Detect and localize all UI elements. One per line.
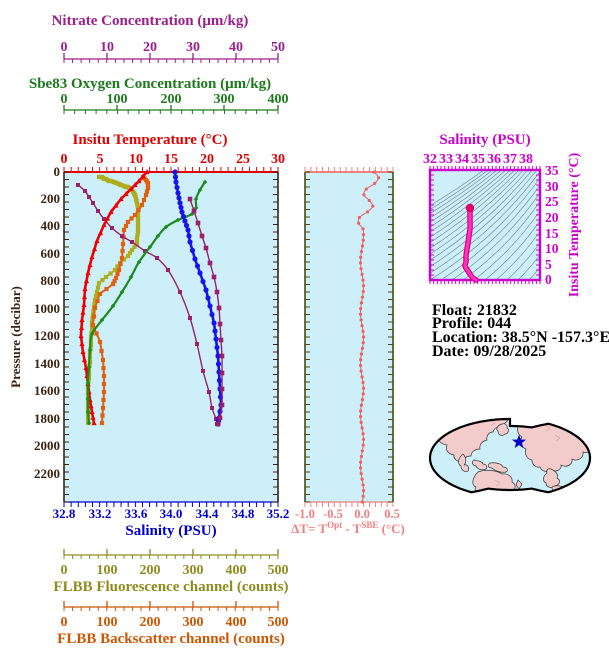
svg-text:Insitu Temperature (°C): Insitu Temperature (°C) <box>567 152 582 297</box>
svg-text:50: 50 <box>271 40 285 55</box>
svg-text:0: 0 <box>61 40 68 55</box>
svg-text:1000: 1000 <box>34 301 60 316</box>
svg-text:300: 300 <box>183 563 204 578</box>
svg-text:400: 400 <box>226 615 247 630</box>
svg-text:10: 10 <box>100 40 114 55</box>
svg-text:35: 35 <box>471 152 485 167</box>
svg-text:37: 37 <box>503 152 517 167</box>
svg-text:Date: 09/28/2025: Date: 09/28/2025 <box>432 343 546 360</box>
svg-text:FLBB Backscatter channel (coun: FLBB Backscatter channel (counts) <box>57 631 285 647</box>
svg-text:0: 0 <box>61 615 68 630</box>
svg-text:33.6: 33.6 <box>125 506 148 521</box>
svg-text:1400: 1400 <box>34 356 60 371</box>
svg-text:200: 200 <box>140 563 161 578</box>
svg-text:FLBB Fluorescence channel (cou: FLBB Fluorescence channel (counts) <box>53 579 288 595</box>
svg-text:34.4: 34.4 <box>196 506 219 521</box>
svg-text:40: 40 <box>229 40 243 55</box>
svg-text:1600: 1600 <box>34 383 60 398</box>
svg-text:36: 36 <box>487 152 501 167</box>
svg-text:200: 200 <box>41 191 61 206</box>
svg-text:-0.5: -0.5 <box>323 507 343 521</box>
svg-text:0.5: 0.5 <box>384 507 400 521</box>
svg-text:0: 0 <box>545 272 552 287</box>
svg-text:10: 10 <box>545 241 559 256</box>
svg-text:33: 33 <box>439 152 453 167</box>
svg-text:400: 400 <box>41 218 61 233</box>
svg-text:32: 32 <box>423 152 437 167</box>
svg-text:5: 5 <box>97 152 104 167</box>
svg-text:15: 15 <box>545 226 559 241</box>
svg-text:20: 20 <box>143 40 157 55</box>
svg-text:800: 800 <box>41 273 61 288</box>
svg-text:5: 5 <box>545 257 552 272</box>
svg-text:200: 200 <box>161 92 182 107</box>
svg-text:32.8: 32.8 <box>53 506 76 521</box>
svg-text:34.0: 34.0 <box>160 506 183 521</box>
svg-text:100: 100 <box>97 563 118 578</box>
svg-text:20: 20 <box>200 152 214 167</box>
svg-text:300: 300 <box>183 615 204 630</box>
svg-text:100: 100 <box>97 615 118 630</box>
svg-text:500: 500 <box>268 563 289 578</box>
svg-text:15: 15 <box>164 152 178 167</box>
svg-text:500: 500 <box>268 615 289 630</box>
svg-text:30: 30 <box>545 179 559 194</box>
svg-text:20: 20 <box>545 210 559 225</box>
svg-text:38: 38 <box>519 152 533 167</box>
svg-text:33.2: 33.2 <box>89 506 112 521</box>
svg-text:Salinity (PSU): Salinity (PSU) <box>125 523 216 539</box>
svg-text:ΔT= TOpt - TSBE (°C): ΔT= TOpt - TSBE (°C) <box>291 520 405 536</box>
svg-text:-1.0: -1.0 <box>295 507 315 521</box>
svg-text:600: 600 <box>41 246 61 261</box>
svg-text:400: 400 <box>226 563 247 578</box>
svg-text:35: 35 <box>545 163 559 178</box>
svg-text:0: 0 <box>61 563 68 578</box>
svg-text:0: 0 <box>61 152 68 167</box>
svg-text:35.2: 35.2 <box>267 506 290 521</box>
svg-text:25: 25 <box>236 152 250 167</box>
svg-text:Salinity (PSU): Salinity (PSU) <box>439 132 530 148</box>
svg-text:1200: 1200 <box>34 328 60 343</box>
svg-text:34: 34 <box>455 152 469 167</box>
svg-text:2000: 2000 <box>34 438 60 453</box>
svg-text:Pressure (decibar): Pressure (decibar) <box>8 286 23 388</box>
svg-text:0.0: 0.0 <box>354 507 370 521</box>
svg-text:34.8: 34.8 <box>232 506 255 521</box>
svg-text:1800: 1800 <box>34 411 60 426</box>
svg-text:0: 0 <box>61 92 68 107</box>
svg-text:100: 100 <box>107 92 128 107</box>
svg-text:200: 200 <box>140 615 161 630</box>
svg-text:30: 30 <box>186 40 200 55</box>
svg-text:25: 25 <box>545 194 559 209</box>
svg-text:0: 0 <box>54 164 61 179</box>
svg-text:30: 30 <box>271 152 285 167</box>
svg-text:400: 400 <box>268 92 289 107</box>
svg-text:2200: 2200 <box>34 466 60 481</box>
svg-text:10: 10 <box>129 152 143 167</box>
svg-text:300: 300 <box>214 92 235 107</box>
